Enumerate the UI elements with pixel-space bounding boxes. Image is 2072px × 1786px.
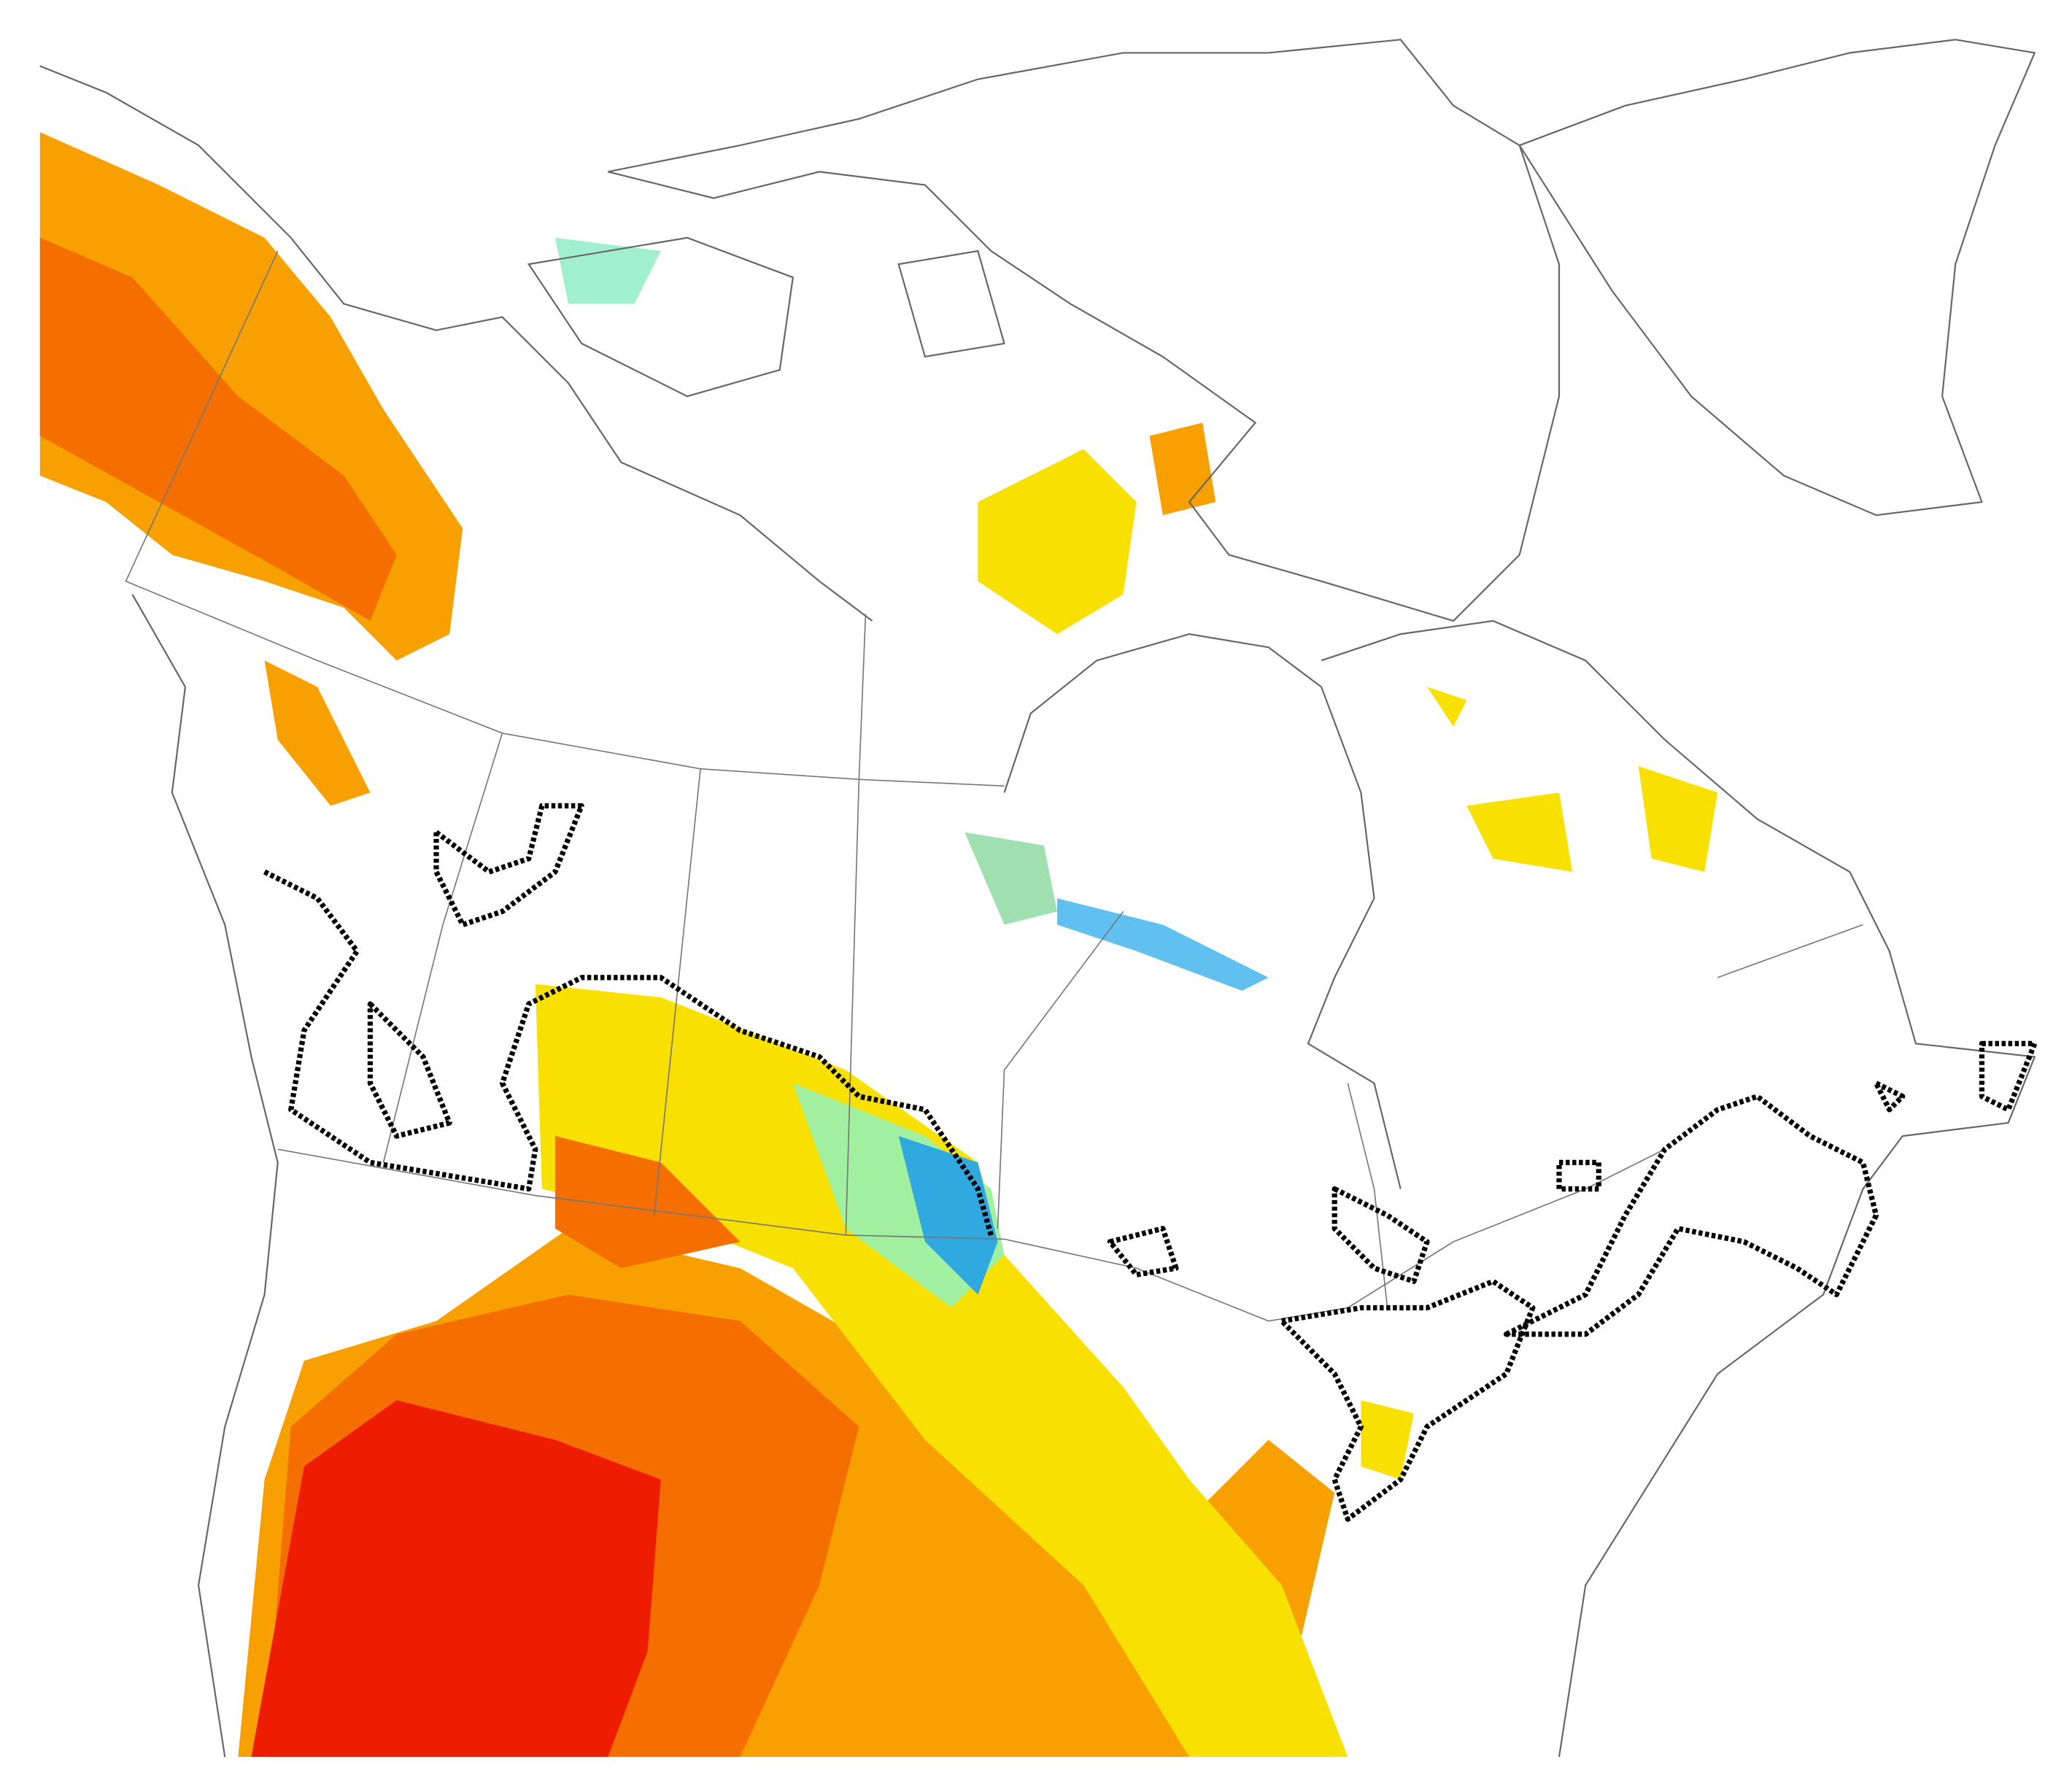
- station-outline: [1279, 1278, 1536, 1522]
- field-yellow: [1638, 766, 1718, 873]
- station-outline: [263, 869, 994, 1236]
- arctic-islands: [608, 39, 1561, 622]
- field-blue: [898, 1136, 998, 1295]
- coastline: [39, 65, 873, 622]
- border: [277, 1148, 1666, 1322]
- coastline: [131, 594, 279, 1758]
- border: [997, 911, 1124, 1229]
- coastline: [1321, 619, 2036, 1758]
- field-yellow: [978, 449, 1137, 635]
- field-yellow: [1466, 792, 1573, 873]
- station-outline: [1556, 1159, 1601, 1192]
- coastlines: [39, 39, 2036, 1758]
- field-dark-orange: [554, 1136, 741, 1269]
- field-orange: [1149, 422, 1216, 516]
- station-outline: [433, 803, 584, 928]
- border: [382, 732, 503, 1163]
- field-yellow: [1361, 1400, 1414, 1480]
- border: [1347, 1083, 1388, 1308]
- island: [527, 236, 795, 398]
- field-blue: [1056, 898, 1269, 991]
- station-outline: [1873, 1040, 2038, 1113]
- station-outline: [367, 1001, 452, 1139]
- field-orange: [264, 660, 371, 806]
- border: [653, 768, 701, 1215]
- field-red: [251, 1400, 661, 1758]
- greenland: [1518, 39, 2036, 517]
- border: [845, 779, 860, 1235]
- field-yellow: [1426, 687, 1467, 727]
- island: [897, 250, 1005, 358]
- field-green: [554, 237, 661, 304]
- station-outline: [1331, 1186, 1430, 1284]
- border: [858, 614, 867, 780]
- station-outlines: [263, 803, 2038, 1522]
- coastline: [1003, 633, 1402, 1189]
- border: [1717, 924, 1863, 978]
- data-fields: [39, 132, 1718, 1758]
- borders: [125, 250, 1863, 1322]
- field-yellow: [535, 983, 1348, 1758]
- field-dark-orange: [39, 237, 397, 622]
- station-outline: [1107, 1226, 1179, 1277]
- field-green: [965, 832, 1057, 925]
